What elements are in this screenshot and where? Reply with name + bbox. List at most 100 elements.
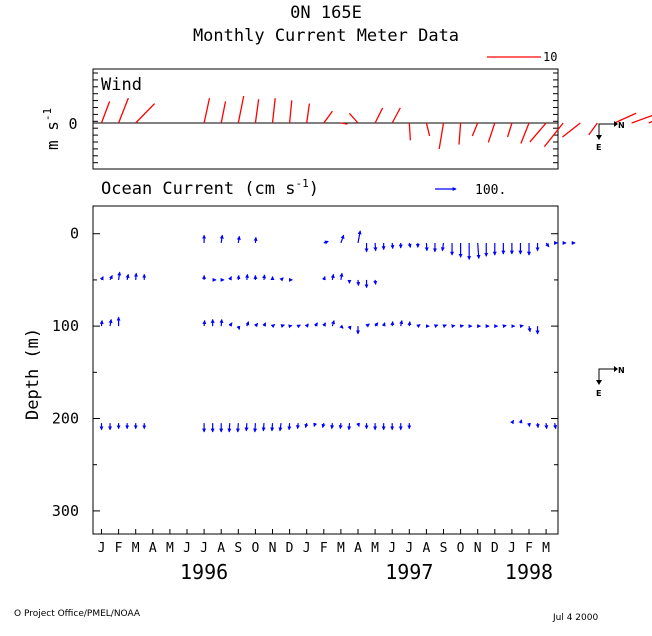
compass-east-label: E xyxy=(596,143,601,152)
current-vector xyxy=(340,234,345,244)
current-y-axis-label: Depth (m) xyxy=(23,328,43,420)
current-vector xyxy=(365,323,370,328)
current-vector xyxy=(235,423,240,433)
current-vector xyxy=(245,321,250,327)
current-vector xyxy=(459,324,465,329)
current-vector xyxy=(451,324,456,329)
wind-stick xyxy=(614,112,637,124)
wind-stick xyxy=(117,97,129,124)
current-vector xyxy=(236,235,241,244)
wind-stick xyxy=(487,122,496,143)
wind-stick xyxy=(506,122,513,138)
current-vector xyxy=(407,242,412,249)
current-vector xyxy=(279,277,284,282)
current-vector xyxy=(545,242,550,248)
wind-stick xyxy=(100,101,111,124)
y-tick-label: 100 xyxy=(52,317,79,335)
current-vector xyxy=(270,323,276,329)
current-vector xyxy=(527,325,532,333)
current-vector xyxy=(502,324,507,329)
title-line-2: Monthly Current Meter Data xyxy=(193,26,459,46)
x-tick-label: M xyxy=(132,541,140,556)
x-tick-label: N xyxy=(269,541,277,556)
current-vector xyxy=(117,271,122,281)
current-plot-frame xyxy=(92,205,559,535)
current-vector xyxy=(440,242,445,252)
current-vector xyxy=(99,319,104,327)
x-tick-label: J xyxy=(508,541,516,556)
year-label: 1998 xyxy=(505,560,553,584)
current-vector xyxy=(253,322,259,328)
wind-stick xyxy=(323,110,333,124)
x-tick-label: D xyxy=(491,541,499,556)
current-vector xyxy=(280,324,285,328)
current-vector xyxy=(253,236,258,244)
current-vector xyxy=(322,322,326,327)
current-scale-label: 100. xyxy=(475,183,506,198)
x-tick-label: J xyxy=(98,541,106,556)
wind-stick xyxy=(425,122,431,137)
current-year-labels: 1996 1997 1998 xyxy=(180,560,553,584)
current-vector xyxy=(331,319,335,327)
current-vector xyxy=(227,423,232,433)
wind-stick xyxy=(391,107,401,124)
current-vector xyxy=(228,276,232,281)
current-vector xyxy=(253,423,258,433)
current-vector xyxy=(390,321,395,327)
x-tick-label: A xyxy=(354,541,362,556)
current-vector xyxy=(323,240,329,245)
current-y-tick-labels: 0 100 200 300 xyxy=(52,225,79,520)
x-tick-label: M xyxy=(337,541,345,556)
wind-stick xyxy=(271,98,276,124)
current-vector xyxy=(535,423,540,429)
compass-wind: N E xyxy=(596,121,625,152)
current-vector xyxy=(125,273,130,281)
current-vector xyxy=(244,423,249,432)
current-vector xyxy=(476,242,481,260)
wind-stick xyxy=(135,103,156,124)
current-vector xyxy=(347,423,352,431)
current-vector xyxy=(381,322,386,327)
current-vector xyxy=(442,324,447,329)
current-vector xyxy=(338,423,343,430)
wind-stick xyxy=(588,122,598,136)
wind-stick xyxy=(529,122,547,143)
wind-stick xyxy=(374,107,384,124)
current-vector xyxy=(288,324,293,329)
x-tick-label: M xyxy=(371,541,379,556)
wind-y-axis-label: m s-1 xyxy=(41,108,62,150)
wind-stick xyxy=(562,122,581,138)
x-tick-label: O xyxy=(457,541,465,556)
x-tick-label: J xyxy=(303,541,311,556)
wind-stick xyxy=(458,122,462,145)
wind-stick xyxy=(471,122,479,137)
current-vector xyxy=(339,272,344,281)
wind-panel: 0 Wind m s-1 10 xyxy=(41,50,652,170)
current-vector xyxy=(321,275,326,281)
current-vector xyxy=(313,422,318,428)
wind-scale-label: 10 xyxy=(543,50,557,64)
wind-stick xyxy=(631,114,652,124)
compass-north-label-2: N xyxy=(618,366,625,375)
current-vector xyxy=(261,423,266,432)
x-tick-label: D xyxy=(286,541,294,556)
current-vector xyxy=(390,242,395,250)
wind-stick xyxy=(306,103,311,124)
wind-stick xyxy=(520,122,530,144)
x-tick-label: A xyxy=(422,541,430,556)
compass-east-label-2: E xyxy=(596,389,601,398)
wind-stick xyxy=(543,122,564,148)
wind-stick xyxy=(340,122,348,125)
current-vector xyxy=(374,322,379,327)
current-vector xyxy=(270,423,275,432)
wind-stick xyxy=(237,95,245,124)
current-vector xyxy=(373,242,378,252)
current-vector xyxy=(236,325,241,331)
title-line-1: 0N 165E xyxy=(290,3,362,23)
wind-stick xyxy=(288,100,293,124)
compass-north-label: N xyxy=(618,121,625,130)
current-vector xyxy=(278,423,283,432)
x-tick-label: N xyxy=(474,541,482,556)
wind-stick xyxy=(348,112,359,124)
